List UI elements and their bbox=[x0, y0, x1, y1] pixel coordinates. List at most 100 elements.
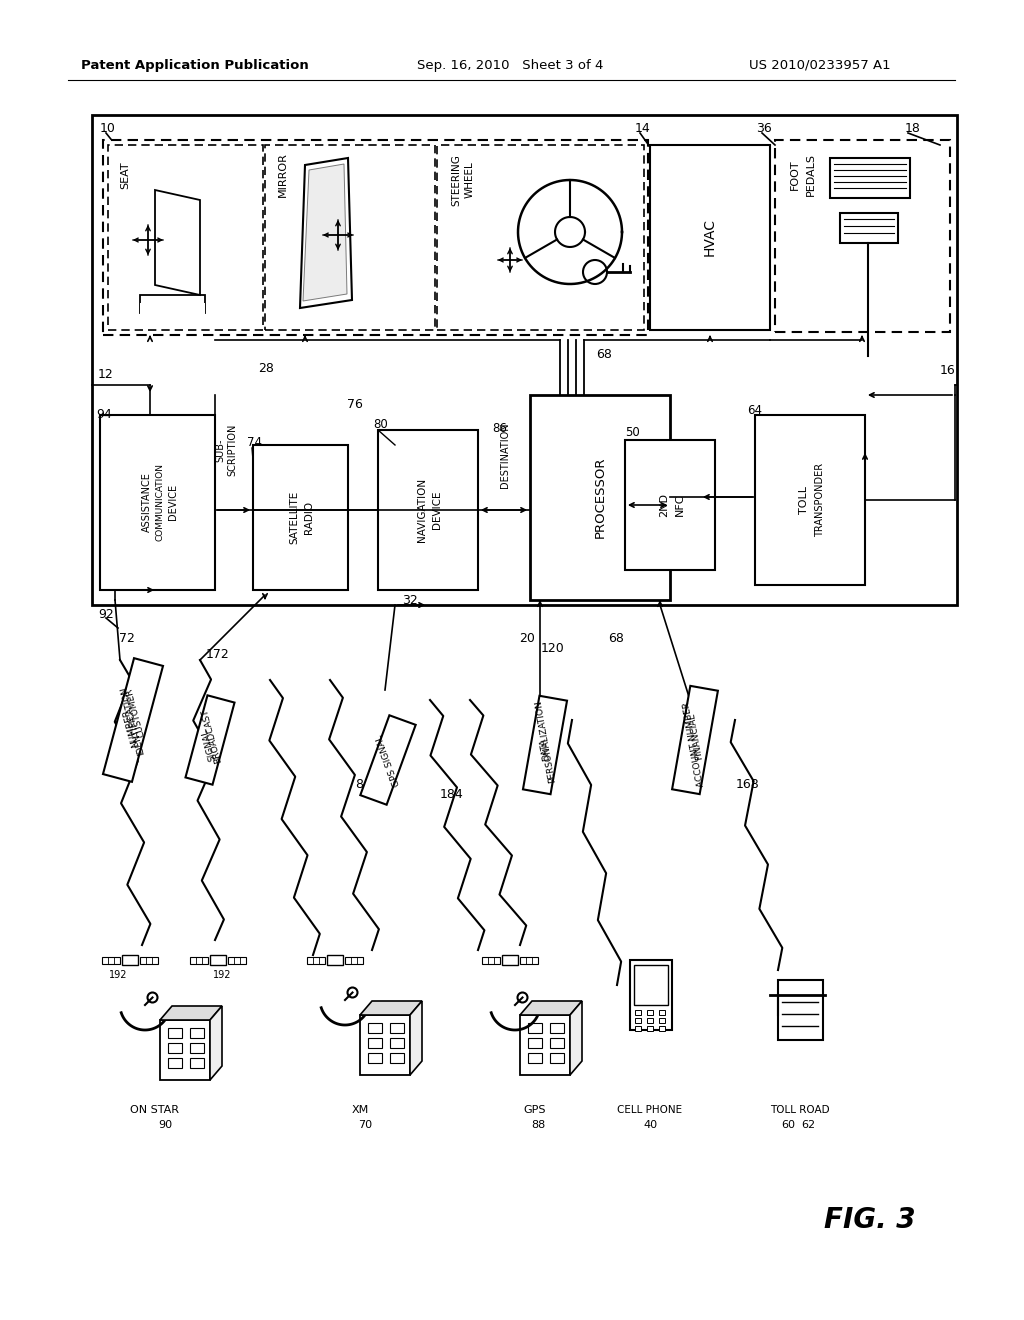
Text: NFC: NFC bbox=[675, 494, 685, 516]
Bar bbox=[528, 1023, 542, 1034]
Text: XM: XM bbox=[351, 1105, 369, 1115]
Bar bbox=[140, 294, 205, 313]
Bar bbox=[327, 954, 343, 965]
Bar bbox=[502, 954, 518, 965]
Text: SUB-: SUB- bbox=[215, 438, 225, 462]
Bar bbox=[345, 957, 362, 964]
Text: NUMBER: NUMBER bbox=[122, 709, 140, 748]
Text: TOLL: TOLL bbox=[799, 486, 809, 513]
Text: PEDALS: PEDALS bbox=[806, 153, 816, 197]
Bar bbox=[659, 1018, 665, 1023]
Text: 86: 86 bbox=[493, 421, 508, 434]
Polygon shape bbox=[185, 696, 234, 784]
Bar bbox=[659, 1010, 665, 1015]
Text: FOOT: FOOT bbox=[790, 160, 800, 190]
Polygon shape bbox=[523, 696, 567, 795]
Polygon shape bbox=[303, 164, 347, 301]
Text: 80: 80 bbox=[373, 418, 388, 432]
Bar bbox=[168, 1043, 182, 1053]
Bar bbox=[778, 979, 823, 1040]
Bar bbox=[168, 1028, 182, 1038]
Text: FIG. 3: FIG. 3 bbox=[824, 1206, 915, 1234]
Text: 68: 68 bbox=[596, 348, 612, 362]
Bar bbox=[647, 1010, 653, 1015]
Bar bbox=[630, 960, 672, 1030]
Bar bbox=[168, 1059, 182, 1068]
Bar bbox=[228, 957, 246, 964]
Text: 70: 70 bbox=[358, 1119, 372, 1130]
Bar bbox=[265, 145, 435, 330]
Text: 20: 20 bbox=[519, 631, 535, 644]
Bar bbox=[210, 954, 226, 965]
Text: 62: 62 bbox=[801, 1119, 815, 1130]
Bar bbox=[190, 1059, 204, 1068]
Text: Patent Application Publication: Patent Application Publication bbox=[81, 58, 309, 71]
Text: 72: 72 bbox=[119, 631, 135, 644]
Polygon shape bbox=[103, 659, 163, 781]
Text: TOLL ROAD: TOLL ROAD bbox=[770, 1105, 829, 1115]
Bar bbox=[830, 158, 910, 198]
Bar bbox=[635, 1026, 641, 1031]
Bar bbox=[390, 1023, 404, 1034]
Bar bbox=[550, 1053, 564, 1063]
Text: ACCOUNT NUMBER: ACCOUNT NUMBER bbox=[682, 701, 707, 787]
Text: 60: 60 bbox=[781, 1119, 795, 1130]
Text: DATA: DATA bbox=[538, 737, 551, 762]
Bar bbox=[520, 1015, 570, 1074]
Text: 192: 192 bbox=[109, 970, 127, 979]
Bar bbox=[520, 957, 538, 964]
Bar bbox=[528, 1053, 542, 1063]
Bar bbox=[390, 1038, 404, 1048]
Bar bbox=[634, 965, 668, 1005]
Bar bbox=[635, 1018, 641, 1023]
Bar bbox=[635, 1010, 641, 1015]
Bar bbox=[550, 1038, 564, 1048]
Bar bbox=[102, 957, 120, 964]
Bar bbox=[360, 1015, 410, 1074]
Text: 16: 16 bbox=[940, 363, 955, 376]
Text: FINANCIAL: FINANCIAL bbox=[687, 711, 705, 760]
Text: DEVICE: DEVICE bbox=[432, 491, 442, 529]
Text: 2ND: 2ND bbox=[659, 492, 669, 517]
Polygon shape bbox=[360, 715, 416, 805]
Bar bbox=[528, 1038, 542, 1048]
Text: ASSISTANCE: ASSISTANCE bbox=[142, 473, 152, 532]
Bar bbox=[647, 1026, 653, 1031]
Text: 172: 172 bbox=[206, 648, 229, 661]
Text: CUSTOMER: CUSTOMER bbox=[124, 686, 146, 738]
Text: 28: 28 bbox=[258, 362, 273, 375]
Text: IDENTIFICATION: IDENTIFICATION bbox=[120, 685, 146, 755]
Text: 76: 76 bbox=[347, 399, 362, 412]
Text: WHEEL: WHEEL bbox=[465, 161, 475, 198]
Polygon shape bbox=[410, 1001, 422, 1074]
Text: SIGNAL: SIGNAL bbox=[201, 727, 217, 762]
Bar bbox=[190, 1028, 204, 1038]
Text: RADIO: RADIO bbox=[304, 500, 314, 533]
Text: 14: 14 bbox=[635, 121, 650, 135]
Bar bbox=[647, 1018, 653, 1023]
Text: HVAC: HVAC bbox=[703, 218, 717, 256]
Bar bbox=[140, 957, 158, 964]
Bar bbox=[368, 1038, 382, 1048]
Text: 90: 90 bbox=[158, 1119, 172, 1130]
Bar bbox=[253, 445, 348, 590]
Text: SEAT: SEAT bbox=[120, 161, 130, 189]
Bar bbox=[190, 1043, 204, 1053]
Bar bbox=[368, 1053, 382, 1063]
Text: STEERING: STEERING bbox=[451, 154, 461, 206]
Text: 12: 12 bbox=[98, 368, 114, 381]
Text: 18: 18 bbox=[905, 121, 921, 135]
Text: 168: 168 bbox=[736, 779, 760, 792]
Text: 120: 120 bbox=[541, 642, 565, 655]
Bar bbox=[378, 430, 478, 590]
Text: CELL PHONE: CELL PHONE bbox=[617, 1105, 683, 1115]
Text: 36: 36 bbox=[756, 121, 772, 135]
Bar bbox=[100, 414, 215, 590]
Bar bbox=[307, 957, 325, 964]
Text: 184: 184 bbox=[440, 788, 464, 801]
Bar bbox=[530, 395, 670, 601]
Text: 10: 10 bbox=[100, 121, 116, 135]
Bar bbox=[482, 957, 500, 964]
Text: 192: 192 bbox=[213, 970, 231, 979]
Bar bbox=[390, 1053, 404, 1063]
